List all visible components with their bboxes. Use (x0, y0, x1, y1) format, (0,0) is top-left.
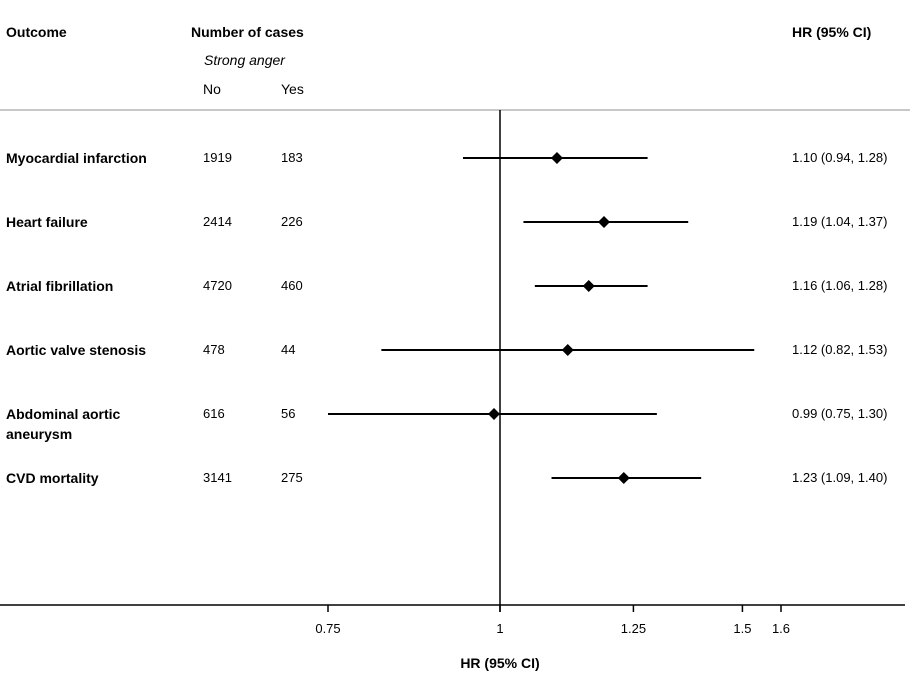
hr-point-marker (550, 152, 563, 164)
outcome-header: Outcome (6, 24, 67, 40)
x-tick-label: 1 (496, 621, 503, 636)
outcome-label: Heart failure (6, 214, 88, 230)
hr-ci-value: 1.23 (1.09, 1.40) (792, 470, 888, 485)
hr-ci-value: 1.10 (0.94, 1.28) (792, 150, 888, 165)
x-axis-title: HR (95% CI) (460, 655, 539, 671)
strong-anger-subheader: Strong anger (204, 52, 285, 68)
x-tick-label: 1.25 (621, 621, 646, 636)
cases-yes-value: 44 (281, 342, 296, 357)
outcome-label: CVD mortality (6, 470, 99, 486)
outcome-label: Aortic valve stenosis (6, 342, 147, 358)
cases-yes-value: 226 (281, 214, 303, 229)
cases-no-value: 4720 (203, 278, 232, 293)
hr-ci-value: 1.19 (1.04, 1.37) (792, 214, 888, 229)
cases-no-value: 2414 (203, 214, 232, 229)
hr-ci-value: 0.99 (0.75, 1.30) (792, 406, 888, 421)
x-tick-label: 0.75 (315, 621, 340, 636)
cases-yes-value: 460 (281, 278, 303, 293)
outcome-label: Myocardial infarction (6, 150, 147, 166)
cases-yes-value: 56 (281, 406, 296, 421)
hr-point-marker (561, 344, 574, 356)
hr-point-marker (598, 216, 611, 228)
cases-yes-value: 183 (281, 150, 303, 165)
number-of-cases-header: Number of cases (191, 24, 304, 40)
hr-ci-column-header: HR (95% CI) (792, 24, 872, 40)
cases-no-value: 616 (203, 406, 225, 421)
cases-no-value: 1919 (203, 150, 232, 165)
hr-ci-value: 1.12 (0.82, 1.53) (792, 342, 888, 357)
yes-column-header: Yes (281, 81, 304, 97)
no-column-header: No (203, 81, 221, 97)
hr-point-marker (487, 408, 500, 420)
outcome-label: Abdominal aortic aneurysm (6, 406, 121, 442)
cases-yes-value: 275 (281, 470, 303, 485)
cases-no-value: 478 (203, 342, 225, 357)
hr-point-marker (617, 472, 630, 484)
x-tick-label: 1.6 (772, 621, 790, 636)
outcome-label: Atrial fibrillation (6, 278, 114, 294)
hr-ci-value: 1.16 (1.06, 1.28) (792, 278, 888, 293)
hr-point-marker (582, 280, 595, 292)
x-tick-label: 1.5 (733, 621, 751, 636)
cases-no-value: 3141 (203, 470, 232, 485)
